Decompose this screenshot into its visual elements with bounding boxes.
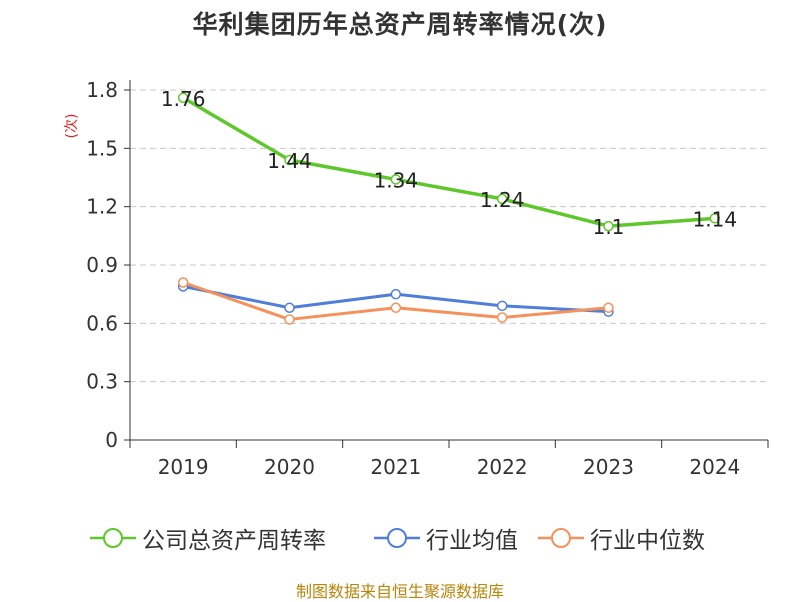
data-point (177, 92, 189, 104)
legend-label: 行业均值 (426, 528, 518, 554)
data-label: 1.76 (161, 87, 206, 111)
data-point (603, 302, 614, 314)
data-point (709, 213, 721, 224)
data-point (284, 314, 295, 325)
data-point (284, 302, 295, 314)
y-tick-label: 0.6 (86, 311, 118, 335)
data-source-note: 制图数据来自恒生聚源数据库 (295, 582, 504, 601)
data-label: 1.24 (480, 188, 525, 212)
legend-item[interactable]: 行业中位数 (538, 518, 705, 558)
legend-label: 公司总资产周转率 (142, 528, 326, 554)
legend-swatch-icon (90, 528, 136, 548)
data-point (496, 300, 508, 312)
y-tick-label: 0.9 (86, 253, 118, 277)
data-label: 1.44 (267, 149, 312, 173)
data-point (390, 302, 402, 314)
y-tick-label: 0 (105, 428, 118, 452)
chart-title: 华利集团历年总资产周转率情况(次) (192, 10, 608, 39)
y-tick-label: 1.8 (86, 78, 118, 102)
legend-item[interactable]: 公司总资产周转率 (90, 518, 326, 558)
data-point (496, 312, 508, 323)
y-tick-label: 1.5 (86, 136, 118, 160)
x-tick-label: 2022 (477, 455, 528, 479)
x-tick-label: 2023 (583, 455, 634, 479)
legend-swatch-icon (374, 528, 420, 548)
data-point (177, 277, 189, 288)
data-point (284, 154, 295, 166)
data-label: 1.14 (693, 207, 738, 231)
legend-item[interactable]: 行业均值 (374, 518, 518, 558)
x-tick-label: 2024 (689, 455, 740, 479)
series-line (182, 281, 609, 321)
y-tick-label: 0.3 (86, 370, 118, 394)
x-tick-label: 2020 (264, 455, 315, 479)
x-tick-label: 2021 (370, 455, 421, 479)
data-label: 1.34 (374, 168, 419, 192)
legend-label: 行业中位数 (590, 528, 705, 554)
series-line (182, 96, 715, 228)
chart-legend: 公司总资产周转率 行业均值 行业中位数 (0, 518, 800, 558)
data-label: 1.1 (593, 215, 625, 239)
x-tick-label: 2019 (158, 455, 209, 479)
y-tick-label: 1.2 (86, 195, 118, 219)
data-point (390, 174, 402, 185)
data-point (390, 288, 402, 300)
data-point (603, 220, 614, 232)
data-point (496, 193, 508, 205)
legend-swatch-icon (538, 528, 584, 548)
